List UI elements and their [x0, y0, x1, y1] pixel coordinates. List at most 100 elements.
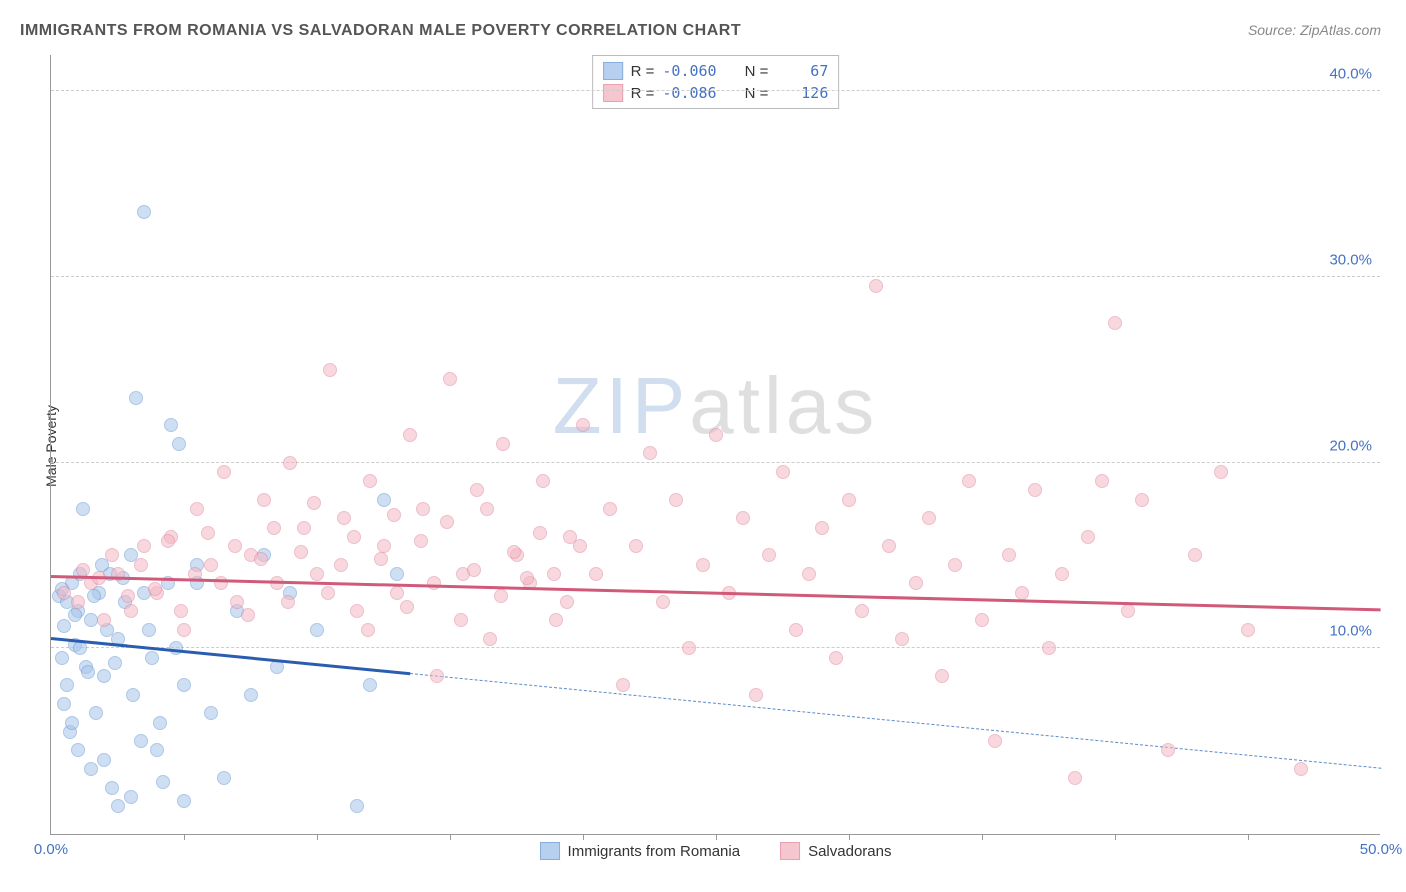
- data-point: [467, 563, 481, 577]
- data-point: [71, 595, 85, 609]
- data-point: [616, 678, 630, 692]
- data-point: [334, 558, 348, 572]
- data-point: [869, 279, 883, 293]
- data-point: [603, 502, 617, 516]
- data-point: [97, 613, 111, 627]
- data-point: [709, 428, 723, 442]
- data-point: [177, 678, 191, 692]
- data-point: [1002, 548, 1016, 562]
- data-point: [414, 534, 428, 548]
- data-point: [201, 526, 215, 540]
- data-point: [55, 651, 69, 665]
- data-point: [576, 418, 590, 432]
- data-point: [190, 502, 204, 516]
- data-point: [137, 205, 151, 219]
- x-tick-mark: [849, 834, 850, 840]
- y-tick-label: 30.0%: [1329, 251, 1372, 268]
- x-tick-mark: [1248, 834, 1249, 840]
- data-point: [533, 526, 547, 540]
- plot-area: ZIPatlas R =-0.060N =67R =-0.086N =126 I…: [50, 55, 1380, 835]
- correlation-legend: R =-0.060N =67R =-0.086N =126: [592, 55, 840, 109]
- data-point: [97, 669, 111, 683]
- gridline: [51, 276, 1380, 277]
- legend-item: Salvadorans: [780, 842, 891, 860]
- y-tick-label: 20.0%: [1329, 437, 1372, 454]
- data-point: [145, 651, 159, 665]
- gridline: [51, 90, 1380, 91]
- data-point: [134, 558, 148, 572]
- data-point: [643, 446, 657, 460]
- data-point: [829, 651, 843, 665]
- data-point: [377, 539, 391, 553]
- data-point: [108, 656, 122, 670]
- data-point: [281, 595, 295, 609]
- y-tick-label: 40.0%: [1329, 66, 1372, 83]
- data-point: [802, 567, 816, 581]
- data-point: [975, 613, 989, 627]
- x-tick-mark: [317, 834, 318, 840]
- data-point: [307, 496, 321, 510]
- data-point: [111, 799, 125, 813]
- legend-n-label: N =: [745, 63, 769, 80]
- data-point: [81, 665, 95, 679]
- data-point: [142, 623, 156, 637]
- data-point: [283, 456, 297, 470]
- data-point: [1015, 586, 1029, 600]
- legend-swatch: [603, 84, 623, 102]
- x-tick-mark: [1115, 834, 1116, 840]
- data-point: [400, 600, 414, 614]
- data-point: [87, 589, 101, 603]
- data-point: [323, 363, 337, 377]
- data-point: [161, 534, 175, 548]
- legend-r-label: R =: [631, 85, 655, 102]
- data-point: [310, 623, 324, 637]
- data-point: [124, 604, 138, 618]
- legend-r-value: -0.086: [662, 84, 716, 102]
- data-point: [244, 688, 258, 702]
- data-point: [443, 372, 457, 386]
- data-point: [440, 515, 454, 529]
- data-point: [494, 589, 508, 603]
- data-point: [105, 548, 119, 562]
- x-tick-mark: [184, 834, 185, 840]
- data-point: [573, 539, 587, 553]
- data-point: [629, 539, 643, 553]
- data-point: [1068, 771, 1082, 785]
- data-point: [374, 552, 388, 566]
- data-point: [150, 743, 164, 757]
- data-point: [267, 521, 281, 535]
- x-tick-label: 0.0%: [34, 841, 68, 858]
- data-point: [174, 604, 188, 618]
- data-point: [1294, 762, 1308, 776]
- data-point: [496, 437, 510, 451]
- data-point: [377, 493, 391, 507]
- data-point: [363, 474, 377, 488]
- data-point: [84, 762, 98, 776]
- data-point: [656, 595, 670, 609]
- data-point: [520, 571, 534, 585]
- data-point: [895, 632, 909, 646]
- data-point: [321, 586, 335, 600]
- data-point: [470, 483, 484, 497]
- data-point: [57, 619, 71, 633]
- data-point: [57, 697, 71, 711]
- legend-r-value: -0.060: [662, 62, 716, 80]
- data-point: [935, 669, 949, 683]
- data-point: [1241, 623, 1255, 637]
- gridline: [51, 647, 1380, 648]
- data-point: [560, 595, 574, 609]
- data-point: [1028, 483, 1042, 497]
- legend-series-name: Immigrants from Romania: [568, 843, 741, 860]
- legend-row: R =-0.060N =67: [603, 60, 829, 82]
- gridline: [51, 462, 1380, 463]
- data-point: [1055, 567, 1069, 581]
- data-point: [164, 418, 178, 432]
- data-point: [105, 781, 119, 795]
- trend-line: [51, 575, 1381, 611]
- data-point: [547, 567, 561, 581]
- data-point: [148, 582, 162, 596]
- legend-n-value: 126: [776, 84, 828, 102]
- legend-row: R =-0.086N =126: [603, 82, 829, 104]
- data-point: [84, 613, 98, 627]
- legend-swatch: [540, 842, 560, 860]
